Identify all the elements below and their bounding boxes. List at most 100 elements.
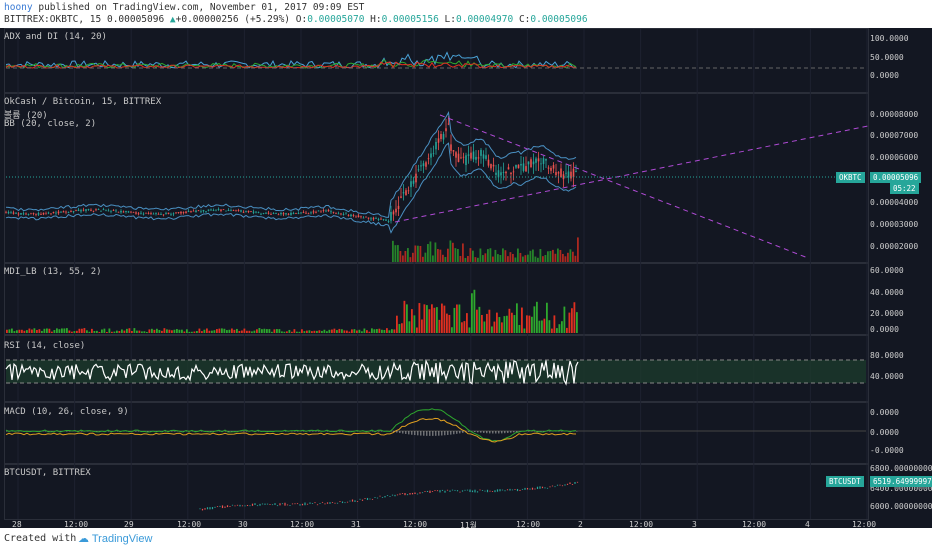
volume-bar	[574, 255, 577, 262]
candle-body	[575, 171, 577, 173]
price-tick: 0.00006000	[870, 153, 919, 162]
candle-body	[312, 211, 315, 213]
candle-body	[317, 210, 320, 212]
btc-panel[interactable]	[4, 464, 869, 520]
volume-label: 볼륨 (20)	[4, 111, 48, 121]
mdi-bar	[43, 328, 46, 333]
price-tick: 0.00007000	[870, 131, 919, 140]
candle-body	[192, 210, 195, 212]
volume-bar	[464, 257, 467, 262]
btc-candle	[394, 494, 396, 497]
btc-candle	[256, 505, 259, 507]
btc-candle	[541, 486, 544, 489]
btc-candle	[351, 499, 354, 502]
close-value: 0.00005096	[530, 14, 588, 25]
btc-candle	[409, 492, 411, 495]
mdi-bar	[213, 330, 216, 333]
candle-body	[232, 210, 235, 211]
mdi-bar	[188, 331, 191, 333]
candle-body	[65, 211, 67, 213]
candle-body	[492, 164, 495, 167]
candle-body	[17, 213, 20, 215]
candle-body	[267, 212, 270, 214]
candle-body	[195, 210, 197, 213]
candle-body	[280, 213, 282, 215]
cloud-icon: ☁	[78, 533, 89, 545]
candle-body	[290, 212, 292, 215]
macd-histogram-bar	[108, 431, 110, 432]
btc-candle	[226, 505, 229, 508]
candle-body	[35, 213, 37, 215]
macd-histogram-bar	[537, 431, 539, 432]
candle-body	[377, 219, 380, 220]
candle-body	[197, 210, 200, 212]
mdi-bar	[276, 329, 278, 333]
candle-body	[75, 209, 77, 211]
author-link[interactable]: hoony	[4, 2, 33, 13]
btc-candle	[211, 507, 214, 510]
mdi-bar	[186, 329, 188, 333]
candle-body	[200, 211, 202, 213]
btc-candle	[289, 505, 291, 506]
macd-histogram-bar	[528, 431, 530, 432]
candle-body	[510, 172, 512, 175]
candle-body	[375, 218, 377, 219]
candle-body	[62, 211, 65, 213]
price-tick: 0.00003000	[870, 220, 919, 229]
mdi-bar	[183, 331, 186, 333]
volume-bar	[412, 252, 414, 262]
candle-body	[125, 211, 127, 212]
mdi-bar	[33, 328, 36, 333]
mdi-bar	[83, 328, 86, 333]
candle-body	[190, 211, 192, 213]
mdi-bar	[398, 323, 401, 333]
tradingview-logo[interactable]: ☁ TradingView	[78, 532, 152, 545]
macd-histogram-bar	[447, 431, 449, 435]
candle-body	[160, 214, 162, 215]
last-price: 0.00005096	[106, 14, 165, 25]
btc-candle	[516, 488, 519, 492]
mdi-bar	[243, 328, 246, 333]
candle-body	[455, 152, 457, 158]
mdi-tick: 0.0000	[870, 325, 899, 334]
mdi-bar	[518, 324, 521, 333]
price-panel[interactable]	[4, 93, 869, 263]
mdi-bar	[363, 328, 366, 333]
mdi-bar	[48, 328, 51, 333]
volume-bar	[479, 248, 482, 262]
rsi-tick: 40.0000	[870, 372, 904, 381]
mdi-bar	[431, 304, 433, 333]
mdi-bar	[483, 321, 486, 333]
mdi-bar	[273, 329, 276, 333]
btc-candle	[326, 502, 329, 504]
btc-candle	[501, 489, 504, 491]
mdi-bar	[56, 328, 58, 333]
btc-candle	[356, 501, 359, 503]
adx-tick: 50.0000	[870, 53, 904, 62]
candle-body	[227, 209, 230, 212]
volume-bar	[559, 249, 562, 262]
mdi-bar	[558, 324, 561, 333]
volume-bar	[452, 242, 454, 262]
macd-histogram-bar	[339, 431, 341, 432]
candle-body	[297, 213, 300, 214]
mdi-bar	[551, 328, 553, 333]
mdi-bar	[281, 331, 283, 333]
candle-body	[295, 213, 297, 214]
candle-body	[85, 209, 87, 211]
candle-body	[302, 212, 305, 213]
mdi-bar	[101, 329, 103, 333]
candle-body	[145, 212, 147, 214]
mdi-bar	[301, 329, 303, 333]
mdi-bar	[568, 312, 571, 333]
volume-bar	[472, 250, 474, 262]
volume-bar	[489, 248, 492, 262]
mdi-bar	[78, 328, 81, 333]
macd-histogram-bar	[501, 431, 503, 434]
mdi-bar	[488, 309, 491, 333]
candle-body	[152, 213, 155, 215]
candle-body	[532, 161, 535, 165]
mdi-bar	[283, 331, 286, 333]
candle-body	[300, 212, 302, 214]
